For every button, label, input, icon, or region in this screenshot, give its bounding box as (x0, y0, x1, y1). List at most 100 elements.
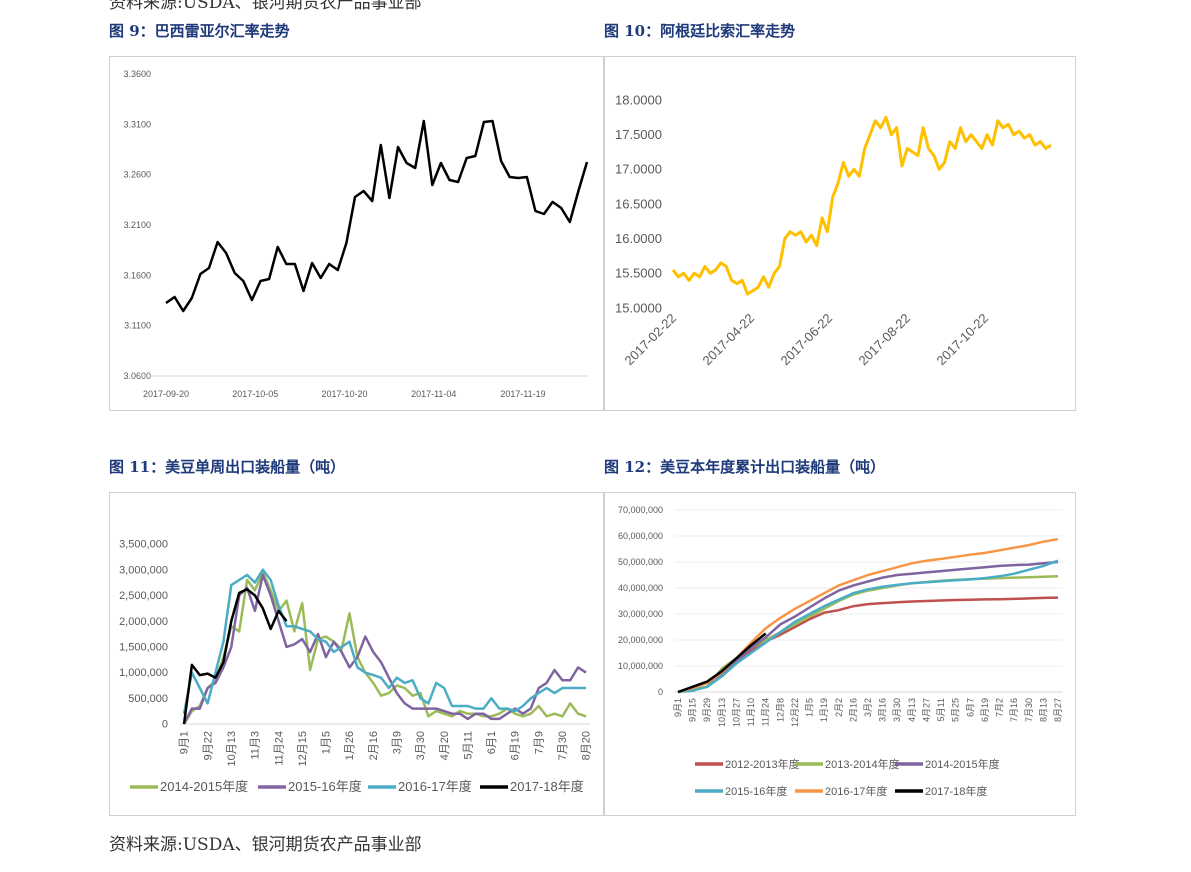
y-tick-label: 16.0000 (615, 231, 662, 246)
x-tick-label: 7月2 (995, 698, 1005, 717)
x-tick-label: 4月27 (921, 698, 931, 722)
x-tick-label: 11月10 (746, 698, 756, 726)
chart-cumulative-shipments: 0 10,000,000 20,000,000 30,000,000 40,000,00… (604, 492, 1076, 816)
x-tick-label: 9月29 (702, 698, 712, 722)
x-tick-label: 2月16 (848, 698, 858, 722)
y-tick-label: 3.3600 (123, 69, 151, 79)
y-tick-label: 50,000,000 (618, 557, 663, 567)
x-tick-label: 3月16 (878, 698, 888, 722)
x-tick-label: 4月20 (439, 731, 451, 760)
legend-label: 2014-2015年度 (925, 757, 1000, 771)
chart-title-weekly: 图 11：美豆单周出口装船量（吨） (109, 458, 346, 476)
x-tick-label: 2017-08-22 (855, 311, 913, 369)
x-tick-label: 6月19 (510, 731, 522, 760)
x-tick-label: 8月20 (581, 731, 593, 760)
x-tick-label: 2017-02-22 (621, 311, 679, 369)
y-tick-label: 60,000,000 (618, 531, 663, 541)
y-tick-label: 17.5000 (615, 127, 662, 142)
legend-label: 2013-2014年度 (825, 757, 900, 771)
x-tick-label: 6月7 (965, 698, 975, 717)
chart-brl: 3.0600 3.1100 3.1600 3.2100 3.2600 3.3100 3.36… (109, 56, 604, 411)
series-line-2016-17年度 (182, 568, 586, 714)
x-tick-label: 5月11 (936, 698, 946, 721)
x-tick-label: 5月25 (951, 698, 961, 722)
y-tick-label: 500,000 (128, 693, 168, 705)
legend-label: 2014-2015年度 (160, 779, 248, 794)
x-tick-label: 12月22 (790, 698, 800, 727)
x-tick-label: 10月13 (717, 698, 727, 727)
x-tick-label: 7月30 (557, 731, 569, 760)
x-tick-label: 7月9 (533, 731, 545, 754)
chart-weekly-shipments: 0 500,000 1,000,000 1,500,000 2,000,000 2,500… (109, 492, 604, 816)
x-tick-label: 8月27 (1053, 698, 1063, 722)
x-tick-label: 2月2 (834, 698, 844, 717)
y-tick-label: 3,000,000 (119, 564, 168, 576)
y-tick-label: 17.0000 (615, 162, 662, 177)
series-line-2014-2015年度 (182, 571, 587, 725)
legend-label: 2012-2013年度 (725, 757, 800, 771)
series-line-ARS (671, 115, 1052, 296)
x-tick-label: 8月13 (1038, 698, 1048, 722)
x-tick-label: 7月16 (1009, 698, 1019, 722)
x-tick-label: 2017-11-04 (411, 389, 456, 399)
y-tick-label: 10,000,000 (618, 661, 663, 671)
chart-title-brl: 图 9：巴西雷亚尔汇率走势 (109, 22, 290, 40)
x-tick-label: 10月27 (731, 698, 741, 727)
legend-label: 2015-16年度 (288, 779, 362, 794)
y-tick-label: 3.1600 (123, 270, 151, 280)
x-tick-label: 2017-10-05 (232, 389, 278, 399)
y-tick-label: 15.0000 (615, 300, 662, 315)
y-tick-label: 30,000,000 (618, 609, 663, 619)
x-tick-label: 1月26 (344, 731, 356, 760)
x-tick-label: 1月5 (321, 731, 333, 754)
x-tick-label: 1月19 (819, 698, 829, 722)
y-tick-label: 15.5000 (615, 266, 662, 281)
x-tick-label: 3月2 (863, 698, 873, 717)
y-tick-label: 1,000,000 (119, 667, 168, 679)
legend-label: 2016-17年度 (398, 779, 472, 794)
y-tick-label: 40,000,000 (618, 583, 663, 593)
y-tick-label: 3.3100 (123, 119, 151, 129)
x-tick-label: 11月24 (273, 731, 285, 766)
x-tick-label: 6月1 (486, 731, 498, 754)
x-tick-label: 6月19 (980, 698, 990, 722)
legend-label: 2017-18年度 (925, 784, 987, 798)
legend-label: 2017-18年度 (510, 779, 584, 794)
x-tick-label: 4月13 (907, 698, 917, 722)
y-tick-label: 0 (162, 719, 168, 731)
y-tick-label: 2,000,000 (119, 616, 168, 628)
x-tick-label: 5月11 (462, 731, 474, 760)
x-tick-label: 9月15 (688, 698, 698, 722)
x-tick-label: 11月3 (250, 731, 262, 760)
x-tick-label: 9月22 (202, 731, 214, 760)
chart-title-ars: 图 10：阿根廷比索汇率走势 (604, 22, 796, 40)
series-line-2012-2013年度 (677, 596, 1059, 694)
y-tick-label: 3.2100 (123, 220, 151, 230)
y-tick-label: 3.1100 (124, 321, 151, 331)
x-tick-label: 3月30 (892, 698, 902, 722)
x-tick-label: 12月8 (775, 698, 785, 722)
x-tick-label: 3月30 (415, 731, 427, 760)
x-tick-label: 7月30 (1024, 698, 1034, 722)
chart-title-cumulative: 图 12：美豆本年度累计出口装船量（吨） (604, 458, 886, 476)
x-tick-label: 2017-11-19 (500, 389, 545, 399)
series-line-2014-2015年度 (677, 560, 1059, 694)
series-line-2015-16年度 (677, 559, 1059, 694)
y-tick-label: 0 (658, 687, 663, 697)
footer-source-note: 资料来源:USDA、银河期货农产品事业部 (109, 835, 422, 855)
x-tick-label: 3月9 (391, 731, 403, 754)
y-tick-label: 16.5000 (615, 196, 662, 211)
x-tick-label: 2017-04-22 (699, 311, 757, 369)
x-tick-label: 9月1 (179, 731, 191, 754)
x-tick-label: 2月16 (368, 731, 380, 760)
series-line-2013-2014年度 (677, 575, 1059, 694)
chart-ars: 15.0000 15.5000 16.0000 16.5000 17.0000 17.50… (604, 56, 1076, 411)
y-tick-label: 20,000,000 (618, 635, 663, 645)
y-tick-label: 3.2600 (123, 170, 151, 180)
x-tick-label: 2017-10-20 (321, 389, 367, 399)
series-line-2017-18年度 (182, 588, 288, 725)
series-line-2015-16年度 (182, 573, 587, 725)
y-tick-label: 70,000,000 (618, 505, 663, 515)
series-line-2017-18年度 (677, 632, 767, 694)
